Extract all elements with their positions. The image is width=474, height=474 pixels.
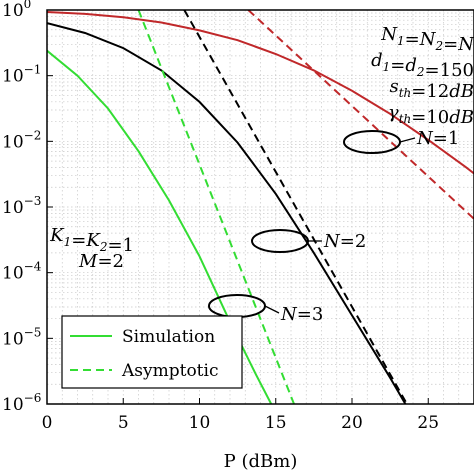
y-tick-label: 10−5 [2, 325, 41, 349]
x-tick-label: 10 [189, 413, 211, 433]
x-tick-label: 25 [417, 413, 439, 433]
curve-ellipse-n3 [208, 294, 266, 318]
series-line-4 [183, 10, 408, 404]
annotations: N=1 N=2 N=3 N1=N2=Nd1=d2=150sth=12dBγth=10d… [49, 24, 474, 325]
series-line-6 [137, 10, 295, 404]
series-line-5 [47, 49, 273, 404]
y-tick-label: 10−1 [2, 63, 41, 87]
x-tick-label: 5 [118, 413, 129, 433]
series-line-3 [47, 22, 407, 404]
legend-label-2: Asymptotic [121, 361, 218, 381]
curve-label-n3: N=3 [280, 304, 323, 325]
y-tick-label: 10−3 [2, 194, 41, 218]
curve-ellipse-n1 [343, 130, 401, 154]
ticks: 0 5 10 15 20 25 100 10−1 10−2 10−3 10−4 10−5 10−6 [2, 0, 439, 433]
connector-n1 [399, 137, 416, 143]
x-tick-label: 15 [265, 413, 287, 433]
left-annotation-1: K1=K2=1 [49, 225, 134, 256]
y-tick-label: 10−4 [2, 260, 42, 284]
x-tick-label: 0 [42, 413, 53, 433]
left-annotation-2: M=2 [78, 251, 124, 272]
series-group [47, 10, 474, 404]
param-line-3: sth=12dB [389, 76, 474, 102]
curve-label-n2: N=2 [323, 231, 366, 252]
y-tick-label: 10−6 [2, 391, 41, 415]
param-line-2: d1=d2=150 [371, 50, 474, 81]
series-line-1 [47, 11, 474, 175]
curve-label-n1: N=1 [416, 128, 459, 149]
legend-box [61, 315, 243, 389]
y-tick-label: 100 [2, 0, 31, 21]
legend: Simulation Asymptotic [61, 315, 243, 389]
param-line-1: N1=N2=N [380, 24, 474, 55]
x-tick-label: 20 [341, 413, 363, 433]
x-axis-label: P (dBm) [224, 451, 298, 472]
connector-n3 [264, 305, 280, 314]
y-tick-label: 10−2 [2, 128, 41, 152]
legend-label-1: Simulation [122, 327, 215, 347]
param-line-4: γth=10dB [388, 102, 474, 128]
